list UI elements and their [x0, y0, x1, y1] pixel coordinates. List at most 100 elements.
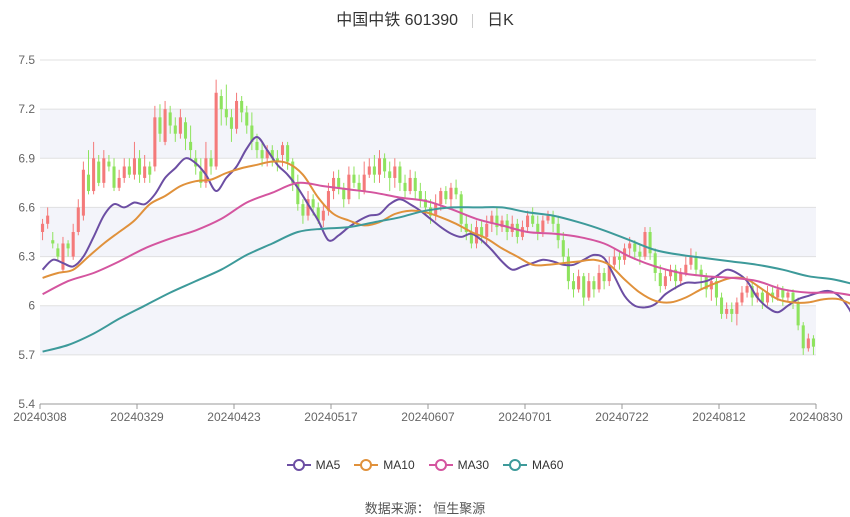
candle-down — [750, 286, 754, 298]
candle-up — [577, 276, 581, 290]
candle-up — [214, 92, 218, 167]
legend-item-ma30[interactable]: MA30 — [428, 458, 490, 472]
candle-up — [46, 215, 50, 224]
candle-up — [740, 292, 744, 303]
candle-down — [551, 215, 555, 224]
legend-label: MA10 — [383, 458, 415, 472]
candle-down — [423, 199, 427, 208]
candle-up — [628, 243, 632, 249]
candle-down — [291, 161, 295, 183]
candle-down — [127, 166, 131, 175]
candle-down — [372, 166, 376, 175]
candle-up — [520, 227, 524, 237]
candle-up — [122, 166, 126, 178]
candle-up — [117, 177, 121, 188]
candle-up — [347, 174, 351, 200]
candle-down — [699, 269, 703, 277]
candle-down — [316, 207, 320, 221]
candle-up — [725, 308, 729, 314]
candle-down — [771, 292, 775, 298]
candle-down — [51, 240, 55, 244]
candle-down — [801, 325, 805, 349]
candle-up — [143, 166, 147, 178]
candle-down — [168, 112, 172, 126]
legend-item-ma60[interactable]: MA60 — [503, 458, 563, 472]
candle-down — [240, 100, 244, 113]
candle-down — [714, 281, 718, 298]
candle-down — [173, 125, 177, 134]
candle-down — [464, 223, 468, 232]
candle-up — [541, 220, 545, 232]
candle-up — [362, 174, 366, 192]
candle-down — [796, 302, 800, 326]
candle-down — [480, 227, 484, 237]
legend-label: MA30 — [457, 458, 490, 472]
y-tick-label: 6 — [28, 299, 35, 313]
candle-up — [776, 289, 780, 298]
candle-down — [148, 166, 152, 175]
candle-down — [183, 122, 188, 139]
y-tick-label: 7.2 — [18, 102, 35, 116]
candle-down — [296, 182, 300, 205]
candle-down — [571, 281, 576, 290]
candle-up — [326, 191, 330, 211]
candle-down — [97, 161, 101, 183]
chart-title: 中国中铁 601390 日K — [0, 6, 850, 30]
candle-down — [245, 112, 249, 126]
candle-down — [383, 158, 387, 172]
candle-up — [587, 281, 591, 298]
candle-down — [388, 171, 392, 178]
legend-item-ma5[interactable]: MA5 — [286, 458, 340, 472]
candle-up — [306, 199, 310, 216]
y-tick-label: 5.7 — [18, 348, 35, 362]
candle-down — [189, 141, 193, 151]
legend-item-ma10[interactable]: MA10 — [354, 458, 415, 472]
candle-down — [459, 194, 463, 224]
candle-down — [337, 177, 341, 188]
candle-up — [408, 177, 412, 192]
period-label[interactable]: 日K — [487, 12, 514, 29]
candle-up — [668, 269, 673, 277]
candle-up — [679, 272, 683, 282]
legend-swatch — [354, 458, 379, 472]
candle-down — [255, 141, 259, 151]
candle-down — [86, 174, 91, 192]
x-tick-label: 20240308 — [13, 410, 67, 424]
candle-up — [132, 158, 136, 175]
ma-line-ma10 — [42, 160, 850, 305]
candle-down — [531, 215, 535, 224]
candle-down — [674, 269, 678, 282]
x-tick-label: 20240722 — [595, 410, 649, 424]
candle-down — [704, 276, 708, 290]
candle-up — [235, 100, 239, 129]
data-source: 数据来源： 恒生聚源 — [364, 501, 486, 516]
candle-down — [199, 171, 203, 183]
candle-down — [403, 182, 407, 192]
ma-line-ma5 — [41, 136, 850, 314]
candle-up — [755, 292, 759, 298]
candle-down — [495, 215, 499, 228]
candle-down — [260, 150, 264, 159]
candle-down — [592, 281, 596, 290]
legend: MA5 MA10 MA30 MA60 — [0, 458, 850, 475]
candle-up — [546, 215, 550, 221]
candle-down — [429, 207, 433, 216]
candle-down — [653, 253, 657, 273]
candle-down — [602, 272, 606, 282]
candle-up — [265, 150, 269, 159]
candle-down — [561, 240, 565, 257]
candle-up — [153, 117, 157, 167]
candle-down — [454, 187, 458, 195]
candle-down — [224, 109, 228, 118]
candle-up — [765, 292, 770, 303]
kline-chart: 5.4 5.7 6 6.3 6.6 6.9 7.2 7.5 20240308 20240329 20… — [13, 53, 850, 424]
candle-down — [219, 96, 223, 110]
x-tick-label: 20240517 — [304, 410, 358, 424]
candle-down — [566, 256, 570, 282]
candle-down — [275, 158, 279, 162]
candle-up — [332, 177, 336, 192]
candle-up — [393, 166, 397, 178]
candle-down — [56, 248, 60, 257]
x-tick-label: 20240423 — [207, 410, 261, 424]
candle-up — [500, 220, 504, 228]
